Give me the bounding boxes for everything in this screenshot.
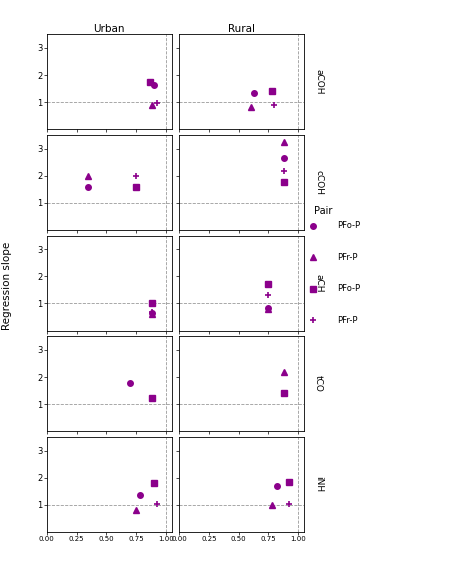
Text: PFo-P: PFo-P <box>337 221 360 231</box>
Text: Regression slope: Regression slope <box>2 242 12 330</box>
Text: aCOH: aCOH <box>314 69 323 94</box>
Title: Urban: Urban <box>94 23 125 34</box>
Text: aCH: aCH <box>314 274 323 292</box>
Text: tCO: tCO <box>314 375 323 392</box>
Text: PFo-P: PFo-P <box>337 284 360 293</box>
Text: Pair: Pair <box>314 206 332 216</box>
Text: PFr-P: PFr-P <box>337 316 358 325</box>
Text: cCOH: cCOH <box>314 170 323 195</box>
Text: PFr-P: PFr-P <box>337 253 358 262</box>
Text: iNH: iNH <box>314 476 323 492</box>
Title: Rural: Rural <box>228 23 255 34</box>
